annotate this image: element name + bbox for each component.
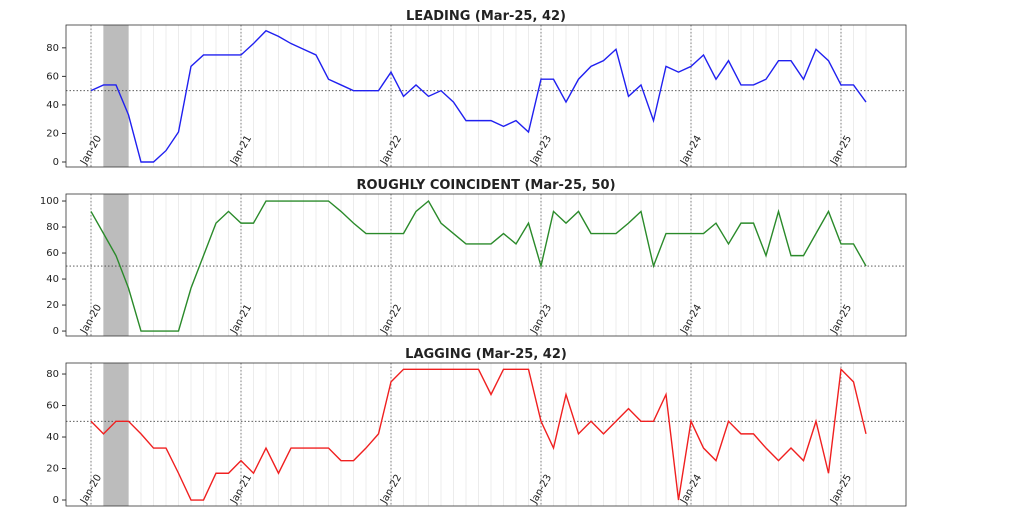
shaded-span	[103, 194, 129, 336]
shaded-span	[103, 363, 129, 506]
y-tick-label: 80	[46, 43, 59, 54]
line-series	[90, 199, 867, 332]
y-tick-label: 60	[46, 401, 59, 412]
plot-frame	[65, 193, 907, 337]
shaded-span	[103, 25, 129, 167]
y-tick-label: 80	[46, 222, 59, 233]
y-tick-label: 0	[53, 326, 59, 337]
y-tick-label: 20	[46, 128, 59, 139]
chart-title: LAGGING (Mar-25, 42)	[405, 347, 567, 362]
y-tick-label: 0	[53, 495, 59, 506]
y-tick-label: 60	[46, 248, 59, 259]
line-series	[90, 367, 867, 501]
y-tick-label: 60	[46, 71, 59, 82]
plot-frame	[65, 24, 907, 168]
line-series	[90, 29, 867, 163]
y-tick-label: 20	[46, 464, 59, 475]
y-tick-label: 80	[46, 369, 59, 380]
y-tick-label: 20	[46, 300, 59, 311]
y-tick-label: 100	[40, 196, 59, 207]
chart-title: ROUGHLY COINCIDENT (Mar-25, 50)	[356, 178, 615, 193]
y-tick-label: 40	[46, 100, 59, 111]
chart-title: LEADING (Mar-25, 42)	[406, 9, 566, 24]
y-tick-label: 40	[46, 274, 59, 285]
y-tick-label: 0	[53, 157, 59, 168]
plot-frame	[65, 362, 907, 507]
y-tick-label: 40	[46, 432, 59, 443]
